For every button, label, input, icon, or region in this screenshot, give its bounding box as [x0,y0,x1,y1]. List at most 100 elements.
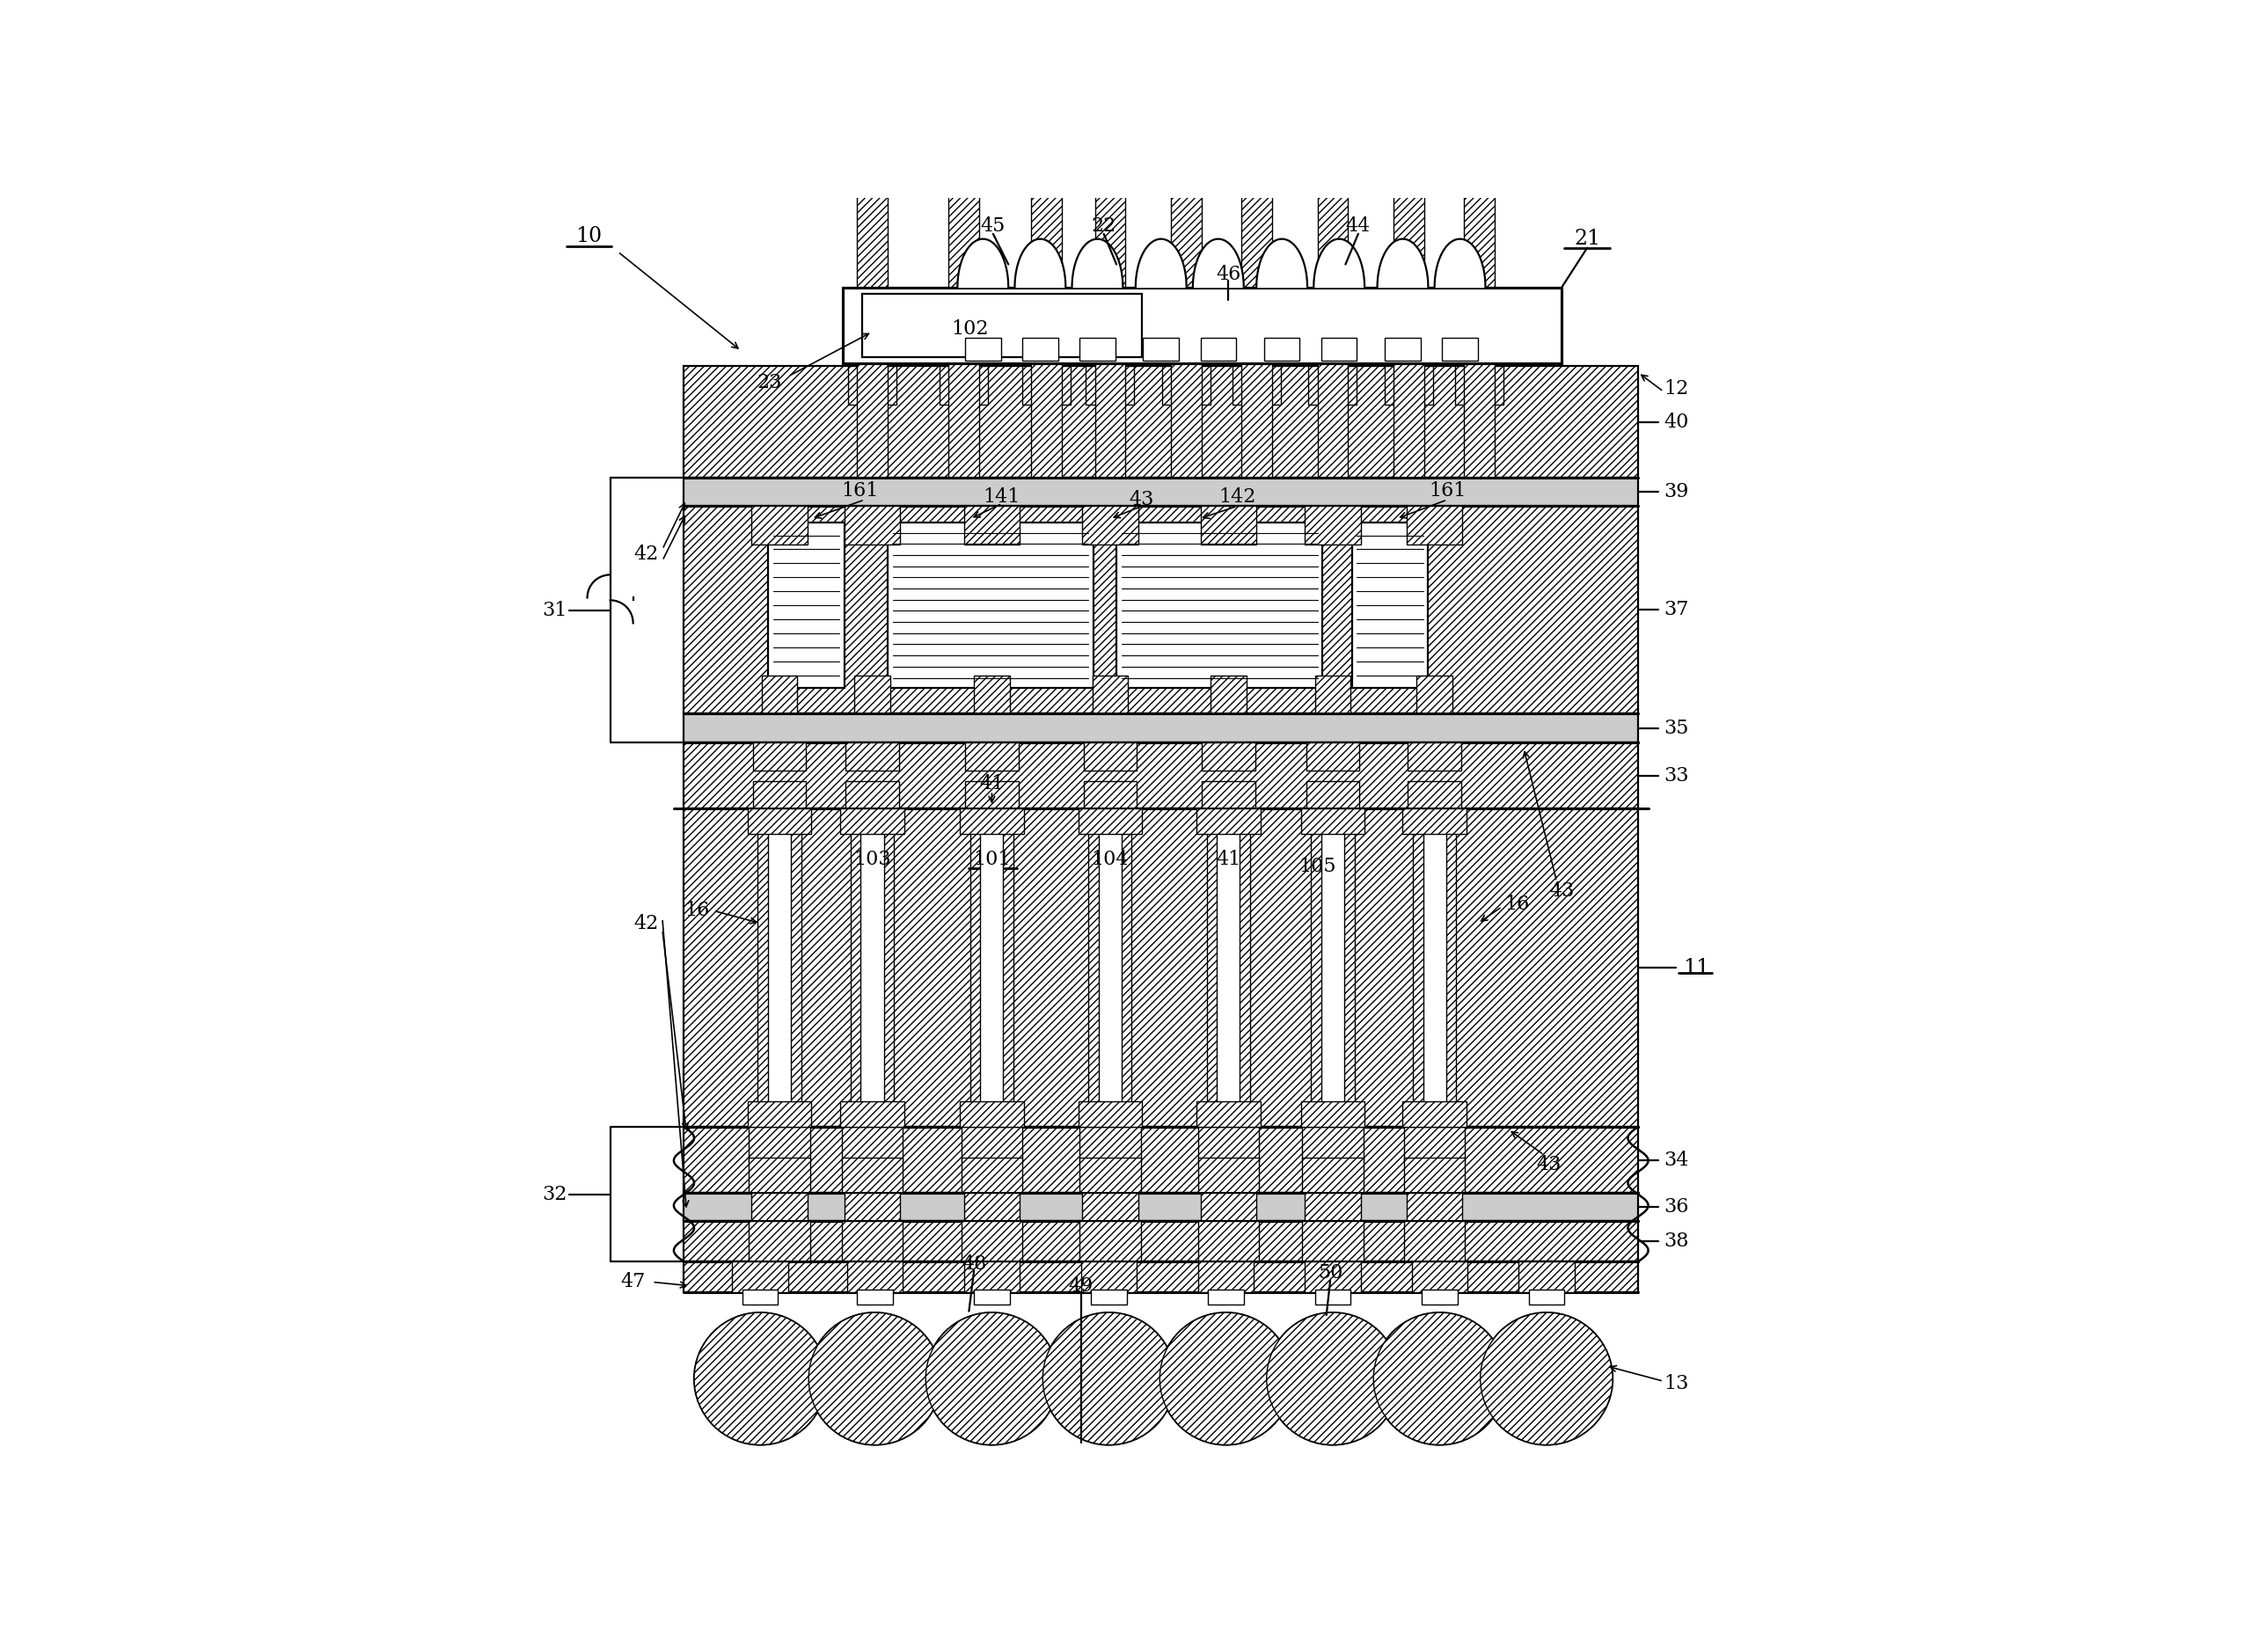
Bar [768,809,791,1127]
Circle shape [926,1313,1059,1446]
Bar [1386,339,1422,362]
Text: 32: 32 [543,1184,568,1204]
Bar [861,809,883,1127]
Polygon shape [1313,240,1365,287]
Text: 36: 36 [1663,1198,1687,1216]
Circle shape [1374,1313,1505,1446]
Circle shape [1160,1313,1291,1446]
Text: 103: 103 [854,851,890,869]
Bar [845,1193,901,1221]
Text: 11: 11 [1683,958,1710,978]
Bar [1318,0,1347,477]
Bar [1300,809,1365,834]
Bar [1079,1221,1140,1262]
Bar [964,506,1021,544]
Bar [940,367,989,405]
Bar [1316,1290,1350,1305]
Bar [1408,743,1462,770]
Bar [964,781,1018,809]
Bar [1300,1102,1365,1127]
Bar [748,809,811,834]
Circle shape [1160,1313,1291,1446]
Bar [962,1158,1023,1193]
Bar [973,676,1009,714]
Bar [685,1127,1638,1193]
Circle shape [1266,1313,1399,1446]
Bar [847,1262,903,1292]
Bar [685,1262,1638,1292]
Bar [1201,781,1255,809]
Bar [980,809,1003,1127]
Bar [845,506,901,544]
Bar [753,743,807,770]
Bar [1304,1193,1361,1221]
Circle shape [809,1313,942,1446]
Bar [748,1127,809,1163]
Bar [843,1127,903,1163]
Text: 16: 16 [1505,894,1530,914]
Bar [1464,0,1494,477]
Text: 23: 23 [757,373,782,393]
Bar [949,0,980,477]
Text: 43: 43 [1550,882,1575,902]
Polygon shape [1257,240,1307,287]
Bar [1413,809,1455,1127]
Bar [1386,367,1433,405]
Text: 43: 43 [1129,491,1154,509]
Bar [1196,1102,1259,1127]
Bar [1079,1102,1142,1127]
Bar [964,743,1018,770]
Polygon shape [1014,240,1066,287]
Text: 41: 41 [980,773,1005,793]
Bar [757,809,802,1127]
Bar [960,809,1023,834]
Bar [1424,809,1446,1127]
Bar [1172,0,1201,477]
Circle shape [1480,1313,1613,1446]
Bar [1079,1127,1140,1163]
Bar [1404,1221,1464,1262]
Bar [856,1290,892,1305]
Bar [685,367,1638,477]
Bar [1413,1262,1467,1292]
Bar [1307,781,1359,809]
Circle shape [1043,1313,1176,1446]
Bar [964,1262,1021,1292]
Bar [1201,743,1255,770]
Text: 34: 34 [1663,1150,1687,1170]
Bar [840,1102,903,1127]
Circle shape [1480,1313,1613,1446]
Text: 161: 161 [840,481,879,501]
Bar [1406,1193,1462,1221]
Bar [748,1102,811,1127]
Bar [1316,676,1350,714]
Bar [685,1193,1638,1221]
Bar [1406,506,1462,544]
Bar [1530,1290,1564,1305]
Bar [1142,339,1178,362]
Text: 101: 101 [973,851,1012,869]
Bar [1404,809,1467,834]
Bar [685,809,1638,1127]
Bar [1395,0,1424,477]
Bar [732,1262,789,1292]
Bar [1304,506,1361,544]
Bar [1081,1193,1138,1221]
Bar [863,294,1142,357]
Bar [748,1158,809,1193]
Circle shape [694,1313,827,1446]
Text: 44: 44 [1345,216,1370,236]
Text: 31: 31 [543,601,568,620]
Bar [1201,339,1237,362]
Bar [888,522,1093,687]
Bar [685,506,1638,714]
Bar [1404,1158,1464,1193]
Bar [1208,809,1250,1127]
Bar [1304,1262,1361,1292]
Polygon shape [1072,240,1122,287]
Bar [1210,676,1246,714]
Bar [971,809,1014,1127]
Bar [1201,506,1257,544]
Bar [1311,809,1354,1127]
Bar [1084,743,1138,770]
